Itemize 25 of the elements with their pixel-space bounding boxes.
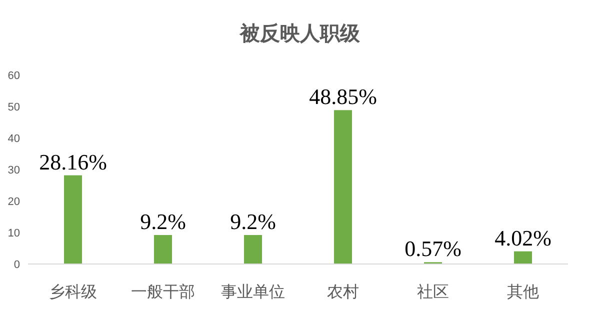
data-label: 4.02% (494, 225, 552, 250)
x-tick-label: 事业单位 (221, 282, 285, 301)
x-tick-label: 一般干部 (131, 282, 195, 301)
x-tick-label: 其他 (507, 282, 539, 301)
data-label: 28.16% (39, 149, 107, 174)
x-tick-label: 社区 (417, 282, 449, 301)
x-tick-label: 农村 (327, 282, 359, 301)
y-tick-label: 40 (8, 133, 20, 145)
bar (514, 251, 532, 264)
y-tick-label: 0 (14, 259, 20, 271)
data-label: 0.57% (404, 236, 462, 262)
chart-title: 被反映人职级 (239, 21, 361, 45)
data-label: 9.2% (230, 209, 276, 234)
y-tick-label: 20 (8, 196, 20, 208)
data-label: 9.2% (140, 209, 186, 234)
y-tick-label: 30 (8, 164, 20, 176)
bar (64, 175, 82, 264)
bar (244, 235, 262, 264)
y-tick-label: 50 (8, 102, 20, 114)
y-tick-label: 60 (8, 70, 20, 82)
data-label: 48.85% (309, 84, 377, 110)
y-tick-label: 10 (8, 228, 20, 240)
bar (154, 235, 172, 264)
x-tick-label: 乡科级 (49, 282, 97, 301)
bar (334, 110, 352, 264)
